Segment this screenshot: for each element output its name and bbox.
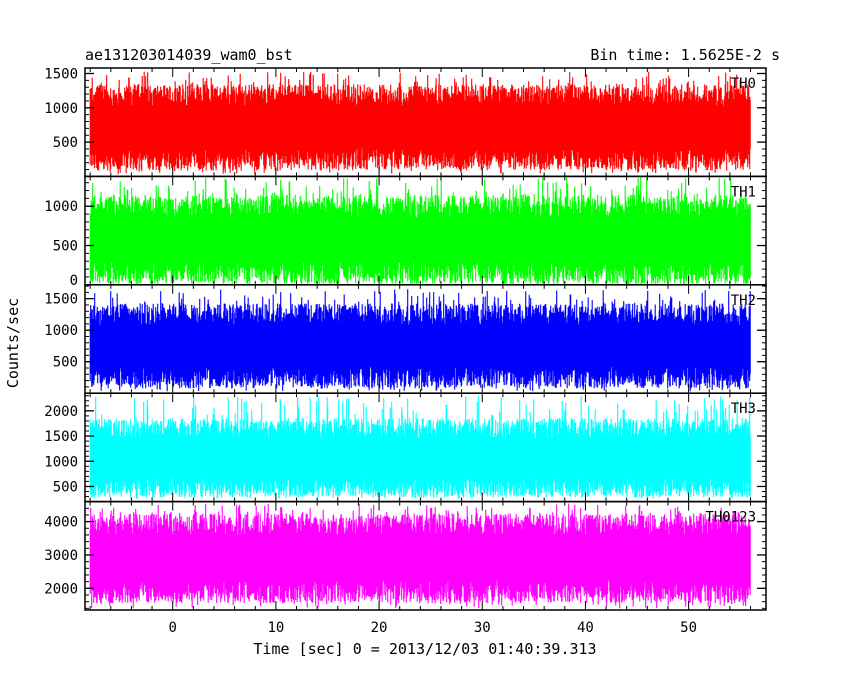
panel-label-th0123: TH0123 bbox=[705, 510, 756, 526]
y-tick-label: 0 bbox=[70, 273, 78, 289]
y-axis-label: Counts/sec bbox=[4, 298, 22, 388]
x-tick-label: 30 bbox=[474, 620, 491, 636]
x-axis: 0 10 20 30 40 50 bbox=[168, 620, 697, 636]
series-th3-trace bbox=[89, 395, 751, 499]
y-tick-label: 1000 bbox=[44, 323, 78, 339]
y-tick-label: 500 bbox=[53, 479, 78, 495]
bin-time-label: Bin time: 1.5625E-2 s bbox=[590, 46, 780, 64]
x-tick-label: 50 bbox=[680, 620, 697, 636]
x-tick-label: 20 bbox=[371, 620, 388, 636]
panel-th0123: 2000 3000 4000 TH0123 bbox=[44, 500, 767, 611]
panel-label-th3: TH3 bbox=[731, 401, 756, 417]
x-tick-label: 40 bbox=[577, 620, 594, 636]
y-tick-label: 1500 bbox=[44, 292, 78, 308]
x-axis-label: Time [sec] 0 = 2013/12/03 01:40:39.313 bbox=[253, 640, 596, 658]
series-th0-trace bbox=[89, 71, 751, 175]
panel-th2: 500 1000 1500 TH2 bbox=[44, 284, 767, 394]
panel-frame bbox=[84, 500, 767, 611]
y-tick-label: 500 bbox=[53, 355, 78, 371]
y-tick-label: 2000 bbox=[44, 581, 78, 597]
y-tick-label: 4000 bbox=[44, 515, 78, 531]
panel-label-th0: TH0 bbox=[731, 76, 756, 92]
y-tick-label: 1000 bbox=[44, 454, 78, 470]
y-tick-label: 2000 bbox=[44, 404, 78, 420]
y-tick-label: 1500 bbox=[44, 429, 78, 445]
x-tick-label: 10 bbox=[267, 620, 284, 636]
panel-th0: 500 1000 1500 TH0 bbox=[44, 66, 767, 178]
y-tick-label: 1500 bbox=[44, 66, 78, 82]
chart-title: ae131203014039_wam0_bst bbox=[85, 46, 293, 64]
y-tick-label: 1000 bbox=[44, 101, 78, 117]
series-th1-trace bbox=[89, 177, 751, 285]
y-tick-label: 500 bbox=[53, 239, 78, 255]
x-tick-label: 0 bbox=[168, 620, 176, 636]
series-th0123-trace bbox=[89, 503, 751, 609]
series-th2-trace bbox=[89, 289, 751, 392]
y-tick-label: 500 bbox=[53, 135, 78, 151]
panel-th3: 500 1000 1500 2000 TH3 bbox=[44, 392, 767, 503]
y-tick-label: 1000 bbox=[44, 199, 78, 215]
panel-label-th2: TH2 bbox=[731, 293, 756, 309]
y-tick-label: 3000 bbox=[44, 548, 78, 564]
panel-th1: 0 500 1000 TH1 bbox=[44, 175, 767, 289]
panel-label-th1: TH1 bbox=[731, 184, 756, 200]
